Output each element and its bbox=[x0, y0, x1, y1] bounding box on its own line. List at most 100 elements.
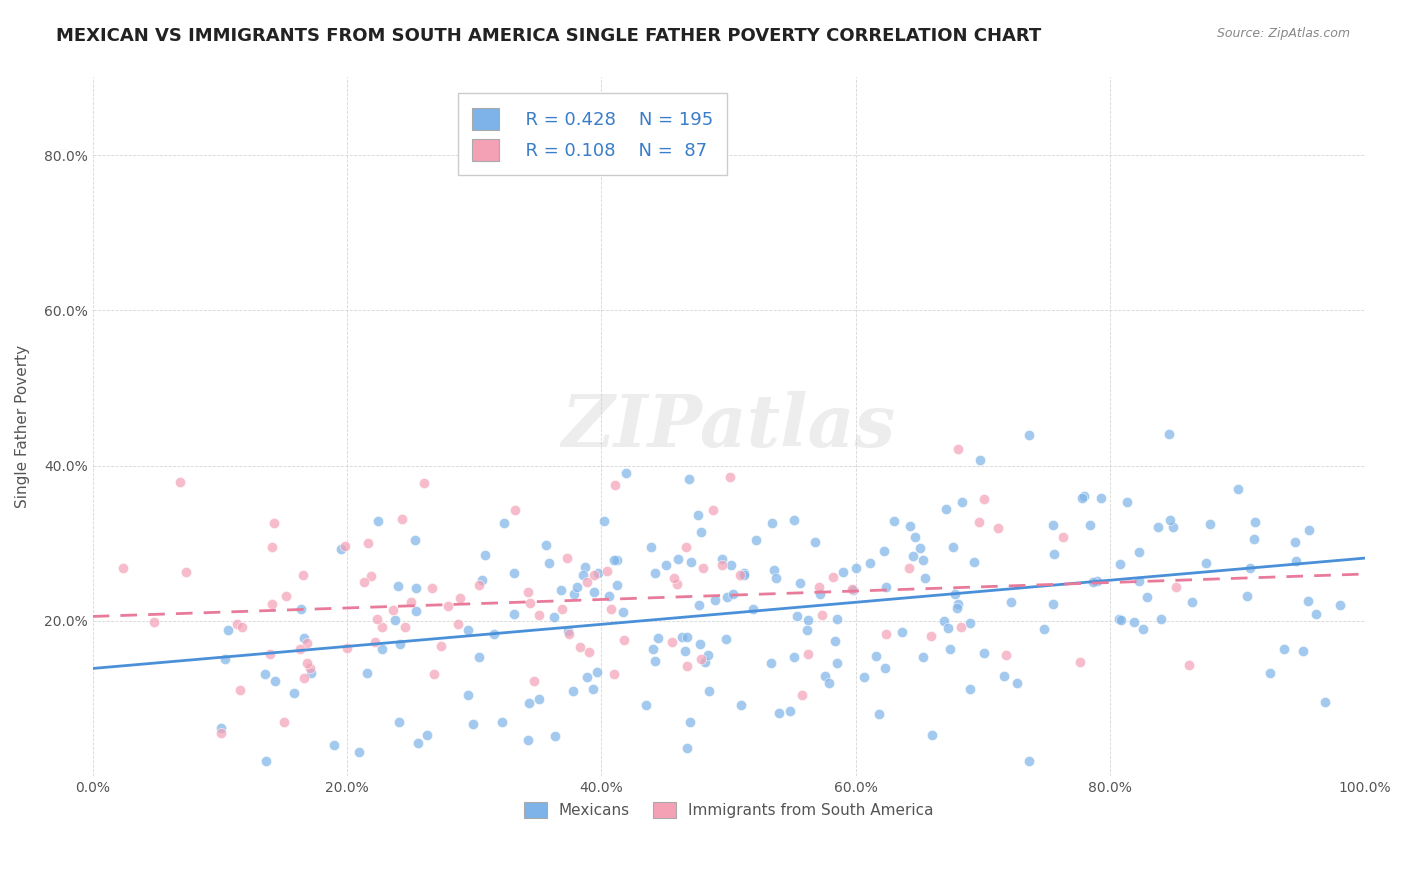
Point bbox=[765, 571, 787, 585]
Point bbox=[603, 478, 626, 492]
Point bbox=[1069, 655, 1091, 669]
Point bbox=[217, 623, 239, 637]
Point bbox=[231, 619, 253, 633]
Point bbox=[1159, 513, 1181, 527]
Point bbox=[606, 577, 628, 591]
Point bbox=[783, 513, 806, 527]
Point bbox=[1042, 597, 1064, 611]
Point bbox=[921, 728, 943, 742]
Point bbox=[1147, 520, 1170, 534]
Point bbox=[290, 602, 312, 616]
Point bbox=[943, 587, 966, 601]
Point bbox=[797, 647, 820, 661]
Point bbox=[950, 494, 973, 508]
Point bbox=[562, 587, 585, 601]
Point bbox=[643, 641, 665, 656]
Point bbox=[1132, 622, 1154, 636]
Point bbox=[808, 587, 831, 601]
Point bbox=[283, 686, 305, 700]
Point bbox=[298, 661, 321, 675]
Point bbox=[779, 705, 801, 719]
Point bbox=[295, 636, 318, 650]
Point bbox=[582, 584, 605, 599]
Point bbox=[593, 515, 616, 529]
Point bbox=[529, 692, 551, 706]
Point bbox=[253, 666, 276, 681]
Point bbox=[1272, 642, 1295, 657]
Point bbox=[568, 640, 591, 654]
Point bbox=[1135, 590, 1157, 604]
Point bbox=[789, 575, 811, 590]
Point bbox=[1164, 580, 1187, 594]
Point bbox=[914, 571, 936, 585]
Point bbox=[1198, 516, 1220, 531]
Point bbox=[841, 582, 863, 596]
Point bbox=[1128, 545, 1150, 559]
Point bbox=[1018, 754, 1040, 768]
Point bbox=[295, 656, 318, 670]
Point bbox=[461, 716, 484, 731]
Point bbox=[1000, 594, 1022, 608]
Point bbox=[679, 555, 702, 569]
Point bbox=[366, 612, 388, 626]
Point bbox=[1108, 612, 1130, 626]
Point bbox=[367, 514, 389, 528]
Point bbox=[733, 567, 755, 582]
Point bbox=[517, 696, 540, 710]
Point bbox=[1161, 520, 1184, 534]
Point bbox=[704, 592, 727, 607]
Point bbox=[562, 684, 585, 698]
Point bbox=[702, 502, 724, 516]
Point bbox=[353, 574, 375, 589]
Point bbox=[808, 580, 831, 594]
Point bbox=[1042, 518, 1064, 533]
Point bbox=[644, 566, 666, 580]
Point bbox=[543, 610, 565, 624]
Point bbox=[491, 714, 513, 729]
Point bbox=[603, 553, 626, 567]
Point bbox=[557, 624, 579, 638]
Point bbox=[825, 656, 848, 670]
Point bbox=[920, 629, 942, 643]
Point bbox=[1285, 554, 1308, 568]
Point bbox=[405, 581, 427, 595]
Point bbox=[578, 645, 600, 659]
Point bbox=[291, 567, 314, 582]
Point bbox=[259, 648, 281, 662]
Point bbox=[404, 533, 426, 547]
Point bbox=[936, 621, 959, 635]
Point bbox=[959, 682, 981, 697]
Point bbox=[728, 567, 751, 582]
Point bbox=[697, 684, 720, 698]
Point bbox=[382, 603, 405, 617]
Point bbox=[720, 470, 742, 484]
Point bbox=[413, 475, 436, 490]
Point bbox=[1292, 644, 1315, 658]
Point bbox=[967, 515, 990, 529]
Text: Source: ZipAtlas.com: Source: ZipAtlas.com bbox=[1216, 27, 1350, 40]
Point bbox=[973, 492, 995, 507]
Point bbox=[675, 741, 697, 756]
Point bbox=[973, 646, 995, 660]
Point bbox=[1313, 695, 1336, 709]
Point bbox=[430, 640, 453, 654]
Point bbox=[959, 615, 981, 630]
Point bbox=[1005, 676, 1028, 690]
Point bbox=[371, 641, 394, 656]
Point bbox=[262, 597, 284, 611]
Point bbox=[1078, 517, 1101, 532]
Point bbox=[347, 745, 370, 759]
Point bbox=[814, 669, 837, 683]
Point bbox=[946, 442, 969, 456]
Text: ZIPatlas: ZIPatlas bbox=[561, 392, 896, 462]
Point bbox=[614, 467, 637, 481]
Point bbox=[423, 667, 446, 681]
Point bbox=[666, 552, 689, 566]
Point bbox=[827, 612, 849, 626]
Point bbox=[527, 607, 550, 622]
Point bbox=[1128, 574, 1150, 588]
Text: MEXICAN VS IMMIGRANTS FROM SOUTH AMERICA SINGLE FATHER POVERTY CORRELATION CHART: MEXICAN VS IMMIGRANTS FROM SOUTH AMERICA… bbox=[56, 27, 1042, 45]
Point bbox=[1033, 622, 1056, 636]
Point bbox=[688, 598, 710, 612]
Point bbox=[600, 602, 623, 616]
